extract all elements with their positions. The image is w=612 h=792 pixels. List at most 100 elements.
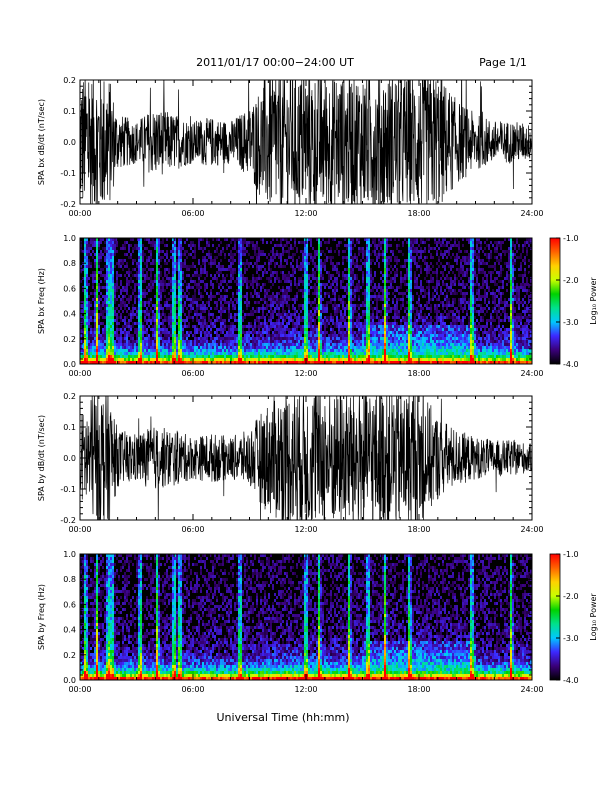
heatmap-cell	[100, 355, 102, 358]
heatmap-cell	[166, 298, 168, 301]
heatmap-cell	[116, 328, 118, 331]
heatmap-cell	[184, 325, 186, 328]
heatmap-cell	[98, 241, 100, 244]
heatmap-cell	[252, 280, 254, 283]
heatmap-cell	[334, 298, 336, 301]
heatmap-cell	[180, 271, 182, 274]
heatmap-cell	[166, 256, 168, 259]
heatmap-cell	[224, 355, 226, 358]
heatmap-cell	[368, 262, 370, 265]
heatmap-cell	[216, 355, 218, 358]
heatmap-cell	[388, 346, 390, 349]
heatmap-cell	[324, 268, 326, 271]
heatmap-cell	[348, 250, 350, 253]
heatmap-cell	[330, 361, 332, 364]
heatmap-cell	[396, 244, 398, 247]
heatmap-cell	[334, 313, 336, 316]
heatmap-cell	[110, 313, 112, 316]
heatmap-cell	[152, 316, 154, 319]
heatmap-cell	[362, 301, 364, 304]
heatmap-cell	[240, 244, 242, 247]
heatmap-cell	[282, 331, 284, 334]
heatmap-cell	[98, 316, 100, 319]
heatmap-cell	[194, 346, 196, 349]
heatmap-cell	[372, 319, 374, 322]
heatmap-cell	[162, 361, 164, 364]
heatmap-cell	[388, 343, 390, 346]
heatmap-cell	[344, 325, 346, 328]
heatmap-cell	[238, 307, 240, 310]
heatmap-cell	[324, 352, 326, 355]
heatmap-cell	[396, 259, 398, 262]
heatmap-cell	[302, 265, 304, 268]
heatmap-cell	[234, 247, 236, 250]
heatmap-cell	[368, 244, 370, 247]
heatmap-cell	[386, 280, 388, 283]
heatmap-cell	[84, 274, 86, 277]
heatmap-cell	[304, 316, 306, 319]
heatmap-cell	[158, 319, 160, 322]
heatmap-cell	[146, 292, 148, 295]
heatmap-cell	[366, 250, 368, 253]
heatmap-cell	[332, 283, 334, 286]
heatmap-cell	[300, 319, 302, 322]
heatmap-cell	[96, 298, 98, 301]
heatmap-cell	[356, 283, 358, 286]
heatmap-cell	[370, 349, 372, 352]
heatmap-cell	[82, 358, 84, 361]
heatmap-cell	[100, 343, 102, 346]
heatmap-cell	[246, 262, 248, 265]
heatmap-cell	[104, 334, 106, 337]
heatmap-cell	[240, 355, 242, 358]
heatmap-cell	[116, 325, 118, 328]
heatmap-cell	[220, 253, 222, 256]
heatmap-cell	[96, 316, 98, 319]
heatmap-cell	[104, 250, 106, 253]
heatmap-cell	[254, 346, 256, 349]
heatmap-cell	[320, 340, 322, 343]
heatmap-cell	[372, 313, 374, 316]
heatmap-cell	[298, 358, 300, 361]
heatmap-cell	[316, 334, 318, 337]
heatmap-cell	[218, 340, 220, 343]
heatmap-cell	[238, 352, 240, 355]
heatmap-cell	[158, 310, 160, 313]
heatmap-cell	[218, 343, 220, 346]
heatmap-cell	[330, 313, 332, 316]
heatmap-cell	[308, 346, 310, 349]
heatmap-cell	[392, 331, 394, 334]
heatmap-cell	[82, 340, 84, 343]
heatmap-cell	[280, 262, 282, 265]
heatmap-cell	[246, 313, 248, 316]
heatmap-cell	[368, 322, 370, 325]
heatmap-cell	[368, 328, 370, 331]
heatmap-cell	[328, 295, 330, 298]
heatmap-cell	[360, 265, 362, 268]
heatmap-cell	[318, 283, 320, 286]
heatmap-cell	[190, 346, 192, 349]
heatmap-cell	[86, 280, 88, 283]
heatmap-cell	[278, 265, 280, 268]
heatmap-cell	[200, 271, 202, 274]
heatmap-cell	[290, 289, 292, 292]
heatmap-cell	[298, 265, 300, 268]
heatmap-cell	[190, 340, 192, 343]
heatmap-cell	[88, 352, 90, 355]
heatmap-cell	[234, 268, 236, 271]
heatmap-cell	[320, 343, 322, 346]
heatmap-cell	[210, 307, 212, 310]
heatmap-cell	[396, 355, 398, 358]
heatmap-cell	[276, 349, 278, 352]
heatmap-cell	[312, 343, 314, 346]
heatmap-cell	[270, 340, 272, 343]
heatmap-cell	[314, 253, 316, 256]
heatmap-cell	[138, 295, 140, 298]
heatmap-cell	[248, 244, 250, 247]
heatmap-cell	[264, 346, 266, 349]
heatmap-cell	[366, 262, 368, 265]
heatmap-cell	[280, 301, 282, 304]
heatmap-cell	[318, 244, 320, 247]
heatmap-cell	[158, 277, 160, 280]
heatmap-cell	[182, 346, 184, 349]
heatmap-cell	[104, 343, 106, 346]
